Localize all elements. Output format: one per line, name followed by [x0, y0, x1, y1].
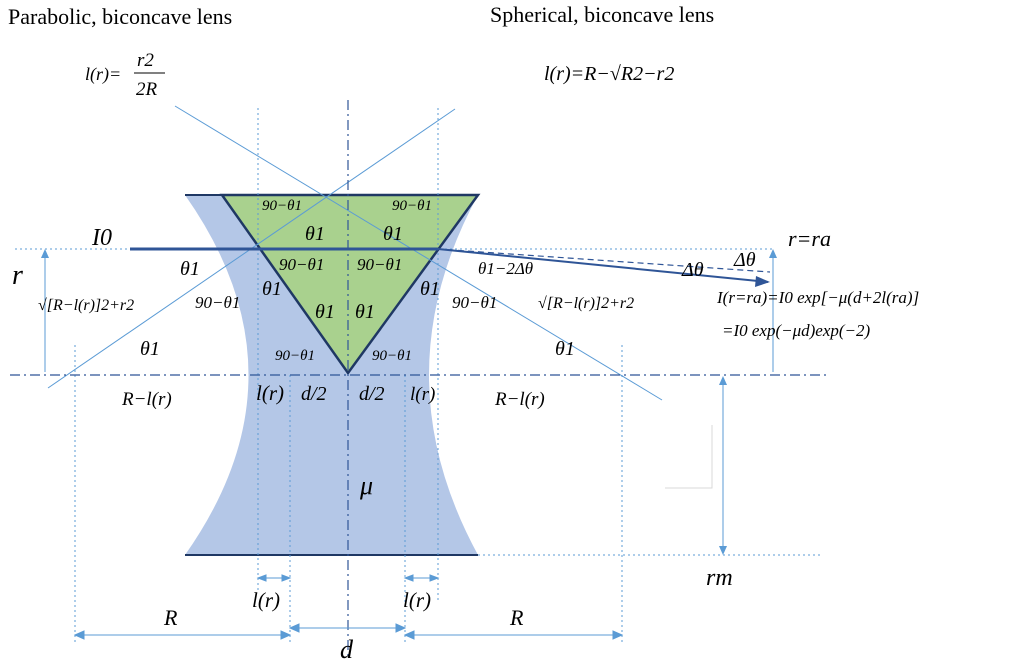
title-parabolic: Parabolic, biconcave lens — [8, 4, 232, 29]
label-d-bottom: d — [340, 635, 354, 663]
bottom-dimensions — [73, 574, 624, 640]
theta1-label: θ1 — [420, 278, 440, 300]
ninety-minus-theta1-label: 90−θ1 — [275, 348, 315, 364]
theta1-label: θ1 — [355, 301, 375, 323]
ninety-minus-theta1-label: 90−θ1 — [452, 293, 497, 312]
label-l-r-bottom-right: l(r) — [403, 588, 431, 612]
refracted-ray-arrowhead — [755, 276, 770, 287]
label-l-r-bottom-left: l(r) — [252, 588, 280, 612]
theta1-label: θ1 — [180, 258, 200, 280]
theta1-label: θ1 — [305, 223, 325, 245]
label-R-minus-l-right: R−l(r) — [494, 389, 545, 410]
label-delta-theta-1: Δθ — [681, 259, 704, 281]
ra-dim-arrow-top — [769, 249, 777, 258]
ninety-minus-theta1-label: 90−θ1 — [195, 293, 240, 312]
label-R-bottom-left: R — [163, 605, 178, 630]
formula-parabolic-lhs: l(r)= — [85, 64, 121, 85]
theta1-label: θ1 — [383, 223, 403, 245]
rm-dim-arrow-bottom — [719, 546, 727, 555]
r-dim-arrow-top — [41, 249, 49, 258]
theta1-label: θ1 — [262, 278, 282, 300]
label-d2-left: d/2 — [301, 383, 327, 405]
label-d2-right: d/2 — [359, 383, 385, 405]
label-hypotenuse-right: √[R−l(r)]2+r2 — [538, 295, 634, 312]
ninety-minus-theta1-label: 90−θ1 — [372, 348, 412, 364]
label-r-eq-ra: r=ra — [788, 226, 831, 251]
label-R-minus-l-left: R−l(r) — [121, 389, 172, 410]
formula-intensity-2: =I0 exp(−μd)exp(−2) — [722, 321, 871, 340]
formula-intensity-1: I(r=ra)=I0 exp[−μ(d+2l(ra)] — [716, 288, 919, 307]
label-l-r-left: l(r) — [256, 381, 284, 405]
vertical-guides — [74, 108, 623, 645]
label-theta1-minus-2dtheta: θ1−2Δθ — [478, 259, 533, 278]
formula-parabolic-num: r2 — [137, 50, 154, 71]
ninety-minus-theta1-labels: 90−θ1 90−θ1 90−θ1 90−θ1 90−θ1 90−θ1 90−θ… — [195, 198, 497, 364]
theta1-label: θ1 — [315, 301, 335, 323]
label-mu: μ — [359, 471, 373, 500]
rm-bracket — [665, 425, 713, 489]
refraction-triangle — [219, 193, 481, 376]
label-delta-theta-2: Δθ — [733, 249, 756, 271]
label-r: r — [12, 260, 23, 291]
deflected-dashed-ray — [437, 248, 771, 273]
rm-dim-arrow-top — [719, 376, 727, 385]
title-spherical: Spherical, biconcave lens — [490, 2, 714, 27]
formula-spherical: l(r)=R−√R2−r2 — [544, 63, 674, 85]
label-I0: I0 — [91, 225, 112, 251]
formula-parabolic-den: 2R — [136, 79, 158, 100]
theta1-labels: θ1 θ1 θ1 θ1 θ1 θ1 θ1 θ1 θ1 — [140, 223, 575, 360]
ninety-minus-theta1-label: 90−θ1 — [392, 198, 432, 214]
ninety-minus-theta1-label: 90−θ1 — [279, 255, 324, 274]
refracted-ray — [437, 248, 769, 283]
label-l-r-right: l(r) — [410, 384, 435, 405]
label-r-m: rm — [706, 565, 733, 591]
ninety-minus-theta1-label: 90−θ1 — [357, 255, 402, 274]
label-hypotenuse-left: √[R−l(r)]2+r2 — [38, 297, 134, 314]
guide-diag-left — [174, 105, 663, 401]
ninety-minus-theta1-label: 90−θ1 — [262, 198, 302, 214]
theta1-label: θ1 — [140, 338, 160, 360]
label-R-bottom-right: R — [509, 605, 524, 630]
theta1-label: θ1 — [555, 338, 575, 360]
